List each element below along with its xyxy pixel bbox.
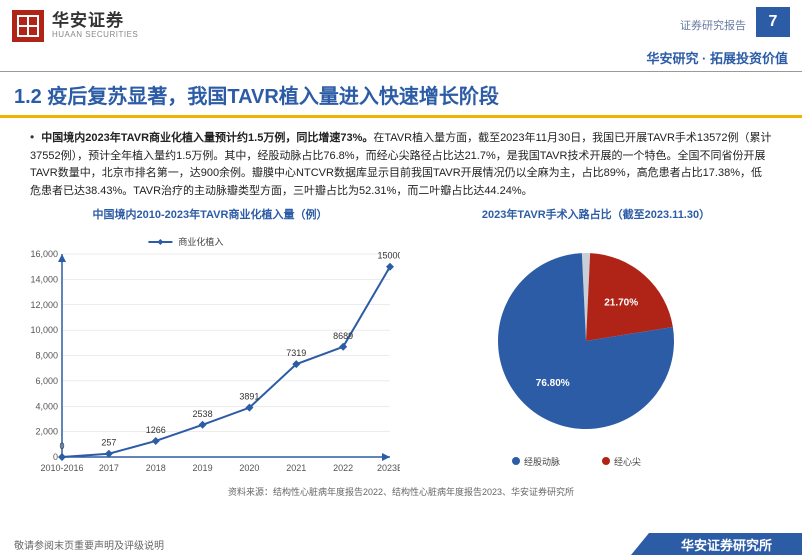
svg-text:8689: 8689 bbox=[333, 331, 353, 341]
svg-text:14,000: 14,000 bbox=[30, 275, 58, 285]
line-chart-box: 中国境内2010-2023年TAVR商业化植入量（例） 02,0004,0006… bbox=[20, 206, 400, 481]
svg-text:4,000: 4,000 bbox=[35, 402, 58, 412]
svg-text:16,000: 16,000 bbox=[30, 249, 58, 259]
svg-text:7319: 7319 bbox=[286, 349, 306, 359]
svg-text:2019: 2019 bbox=[193, 463, 213, 473]
svg-text:经心尖: 经心尖 bbox=[614, 456, 641, 467]
svg-text:1266: 1266 bbox=[146, 425, 166, 435]
svg-text:商业化植入: 商业化植入 bbox=[178, 236, 223, 247]
svg-text:257: 257 bbox=[101, 438, 116, 448]
line-chart-title: 中国境内2010-2023年TAVR商业化植入量（例） bbox=[20, 206, 400, 222]
pie-chart-title: 2023年TAVR手术入路占比（截至2023.11.30） bbox=[410, 206, 782, 222]
svg-text:12,000: 12,000 bbox=[30, 300, 58, 310]
logo-text: 华安证券 HUAAN SECURITIES bbox=[52, 12, 138, 39]
footer: 敬请参阅末页重要声明及评级说明 华安证券研究所 bbox=[0, 533, 802, 555]
body-paragraph: • 中国境内2023年TAVR商业化植入量预计约1.5万例，同比增速73%。在T… bbox=[0, 118, 802, 206]
svg-text:15000: 15000 bbox=[377, 251, 400, 261]
pie-chart: 21.70% 76.80% 经股动脉 经心尖 bbox=[416, 226, 776, 481]
body-lead: 中国境内2023年TAVR商业化植入量预计约1.5万例，同比增速73%。 bbox=[41, 132, 373, 144]
svg-text:2,000: 2,000 bbox=[35, 427, 58, 437]
svg-text:2021: 2021 bbox=[286, 463, 306, 473]
svg-text:0: 0 bbox=[53, 452, 58, 462]
svg-text:2023E: 2023E bbox=[377, 463, 400, 473]
page-title: 1.2 疫后复苏显著，我国TAVR植入量进入快速增长阶段 bbox=[14, 80, 788, 109]
logo-icon bbox=[12, 10, 44, 42]
svg-text:2022: 2022 bbox=[333, 463, 353, 473]
svg-text:10,000: 10,000 bbox=[30, 326, 58, 336]
svg-text:经股动脉: 经股动脉 bbox=[524, 456, 560, 467]
svg-text:2017: 2017 bbox=[99, 463, 119, 473]
line-chart: 02,0004,0006,0008,00010,00012,00014,0001… bbox=[20, 226, 400, 481]
svg-text:3891: 3891 bbox=[239, 392, 259, 402]
report-label: 证券研究报告 bbox=[680, 17, 746, 33]
svg-text:0: 0 bbox=[59, 441, 64, 451]
svg-text:2010-2016: 2010-2016 bbox=[40, 463, 83, 473]
svg-text:76.80%: 76.80% bbox=[536, 378, 570, 389]
footer-institute: 华安证券研究所 bbox=[631, 533, 802, 555]
svg-text:6,000: 6,000 bbox=[35, 376, 58, 386]
svg-text:8,000: 8,000 bbox=[35, 351, 58, 361]
logo-cn: 华安证券 bbox=[52, 12, 138, 31]
page-number: 7 bbox=[756, 7, 790, 37]
svg-text:2018: 2018 bbox=[146, 463, 166, 473]
svg-text:2538: 2538 bbox=[193, 409, 213, 419]
pie-chart-box: 2023年TAVR手术入路占比（截至2023.11.30） 21.70% 76.8… bbox=[410, 206, 782, 481]
logo-en: HUAAN SECURITIES bbox=[52, 31, 138, 40]
svg-text:21.70%: 21.70% bbox=[604, 298, 638, 309]
header: 华安证券 HUAAN SECURITIES 证券研究报告 7 bbox=[0, 0, 802, 48]
svg-text:2020: 2020 bbox=[239, 463, 259, 473]
source-line: 资料来源：结构性心脏病年度报告2022、结构性心脏病年度报告2023、华安证券研… bbox=[0, 481, 802, 500]
sub-header: 华安研究 · 拓展投资价值 bbox=[0, 48, 802, 72]
title-bar: 1.2 疫后复苏显著，我国TAVR植入量进入快速增长阶段 bbox=[0, 72, 802, 118]
footer-disclaimer: 敬请参阅末页重要声明及评级说明 bbox=[0, 537, 631, 552]
